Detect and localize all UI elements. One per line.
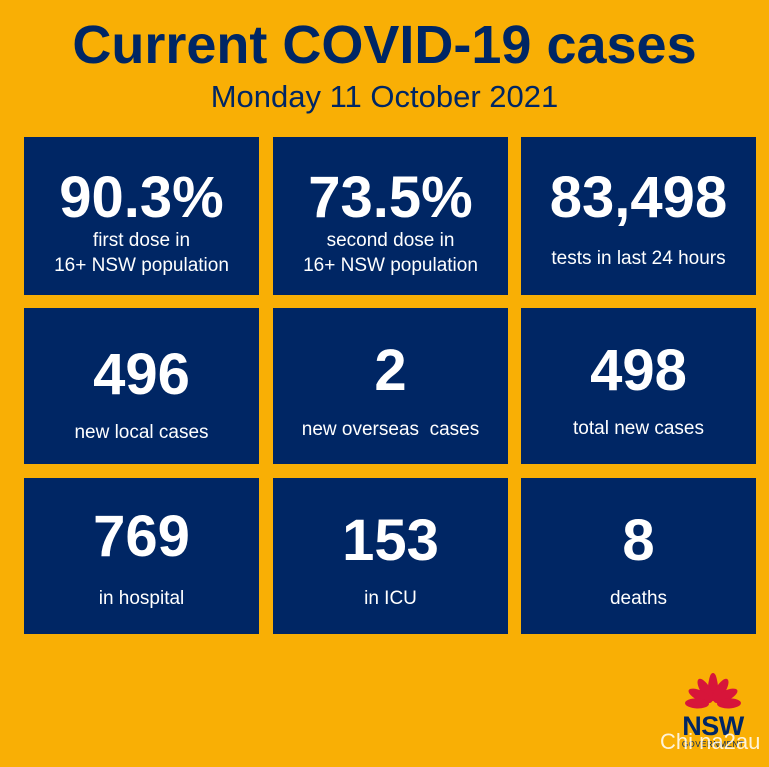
stat-label: first dose in	[92, 230, 191, 251]
stat-label: tests in last 24 hours	[551, 248, 726, 269]
nsw-logo-text: NSW	[682, 711, 744, 741]
stat-label: new overseas cases	[301, 419, 480, 440]
stat-tile-local-cases: 496 new local cases	[24, 308, 259, 464]
stat-value: 496	[93, 342, 190, 407]
stat-label: in ICU	[364, 588, 417, 609]
stat-value: 498	[590, 338, 687, 403]
stat-value: 769	[93, 504, 190, 569]
page-title: Current COVID-19 cases	[72, 15, 697, 75]
government-logo-text: GOVERNMENT	[681, 740, 745, 749]
stat-value: 83,498	[549, 165, 728, 230]
report-date: Monday 11 October 2021	[210, 79, 559, 114]
stat-label: in hospital	[98, 588, 185, 609]
stat-label: deaths	[609, 588, 668, 609]
watermark: Chi na2au	[660, 729, 761, 754]
stat-tile-tests: 83,498 tests in last 24 hours	[521, 137, 756, 295]
stat-value: 2	[374, 338, 407, 403]
stat-tile-total-cases: 498 total new cases	[521, 308, 756, 464]
stat-label: 16+ NSW population	[303, 255, 478, 276]
stat-value: 73.5%	[308, 165, 473, 230]
stat-tile-second-dose: 73.5% second dose in 16+ NSW population	[273, 137, 508, 295]
stat-tile-hospital: 769 in hospital	[24, 478, 259, 634]
stat-label: total new cases	[573, 418, 704, 439]
waratah-icon	[685, 673, 741, 709]
stat-label: new local cases	[74, 422, 209, 443]
stat-label: second dose in	[326, 230, 455, 251]
stat-value: 8	[622, 508, 655, 573]
stat-tile-overseas-cases: 2 new overseas cases	[273, 308, 508, 464]
stat-tile-first-dose: 90.3% first dose in 16+ NSW population	[24, 137, 259, 295]
stat-tile-deaths: 8 deaths	[521, 478, 756, 634]
stat-value: 90.3%	[59, 165, 224, 230]
stat-tile-icu: 153 in ICU	[273, 478, 508, 634]
stat-label: 16+ NSW population	[54, 255, 229, 276]
stat-value: 153	[342, 508, 439, 573]
